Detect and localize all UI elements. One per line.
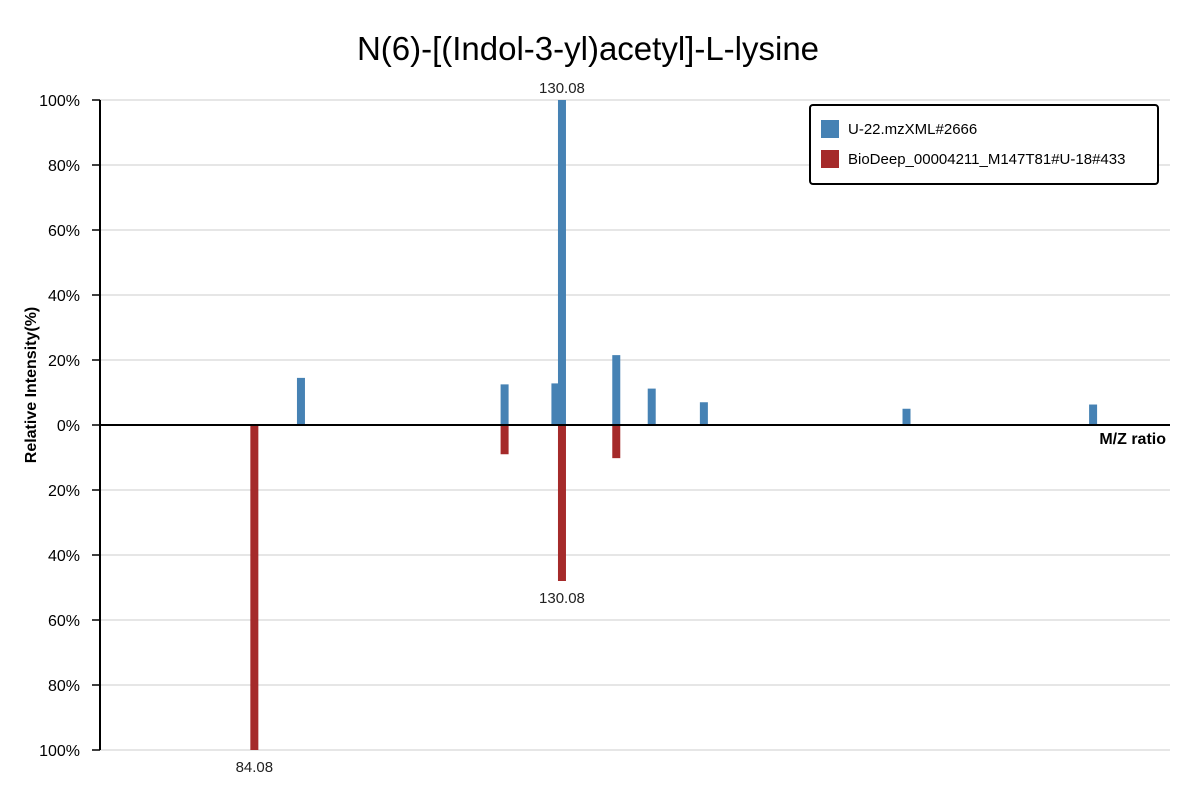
- y-tick-label: 80%: [48, 678, 80, 695]
- bar-series-1: [557, 100, 566, 425]
- y-tick-label: 40%: [48, 548, 80, 565]
- bar-series-2: [612, 425, 621, 459]
- y-tick-label: 60%: [48, 223, 80, 240]
- bar-series-1: [551, 383, 560, 425]
- legend-swatch-series-1: [821, 120, 839, 138]
- bar-series-1: [647, 388, 656, 425]
- y-tick-label: 80%: [48, 158, 80, 175]
- bar-series-2: [557, 425, 566, 581]
- y-tick-label: 100%: [39, 743, 80, 760]
- legend-swatch-series-2: [821, 150, 839, 168]
- bar-series-1: [500, 384, 509, 425]
- legend-label-series-1: U-22.mzXML#2666: [848, 121, 977, 138]
- x-axis-title: M/Z ratio: [1099, 431, 1166, 448]
- spectrum-bars: [250, 100, 1098, 750]
- y-tick-label: 20%: [48, 483, 80, 500]
- bar-series-2: [500, 425, 509, 455]
- peak-labels: 130.08 130.08 84.08: [236, 80, 585, 776]
- grid-lines: [100, 99, 1170, 751]
- bar-series-2: [250, 425, 259, 750]
- y-tick-label: 60%: [48, 613, 80, 630]
- bar-series-1: [699, 402, 708, 425]
- axes: [92, 99, 1170, 751]
- chart-title: N(6)-[(Indol-3-yl)acetyl]-L-lysine: [357, 30, 819, 67]
- bar-series-1: [296, 377, 305, 425]
- y-tick-label: 40%: [48, 288, 80, 305]
- legend-box: [809, 104, 1159, 185]
- y-tick-label: 20%: [48, 353, 80, 370]
- y-tick-label: 100%: [39, 93, 80, 110]
- legend-label-series-2: BioDeep_00004211_M147T81#U-18#433: [848, 151, 1125, 168]
- peak-label: 130.08: [539, 80, 585, 97]
- y-axis-title: Relative Intensity(%): [23, 307, 40, 463]
- peak-label: 84.08: [236, 759, 274, 776]
- legend: U-22.mzXML#2666 BioDeep_00004211_M147T81…: [809, 104, 1159, 185]
- y-tick-labels: 0% 20% 40% 60% 80% 100% 20% 40% 60% 80% 100%: [39, 93, 80, 760]
- peak-label: 130.08: [539, 590, 585, 607]
- bar-series-1: [1089, 404, 1098, 425]
- y-tick-label: 0%: [57, 418, 80, 435]
- bar-series-1: [612, 355, 621, 425]
- bar-series-1: [902, 408, 911, 425]
